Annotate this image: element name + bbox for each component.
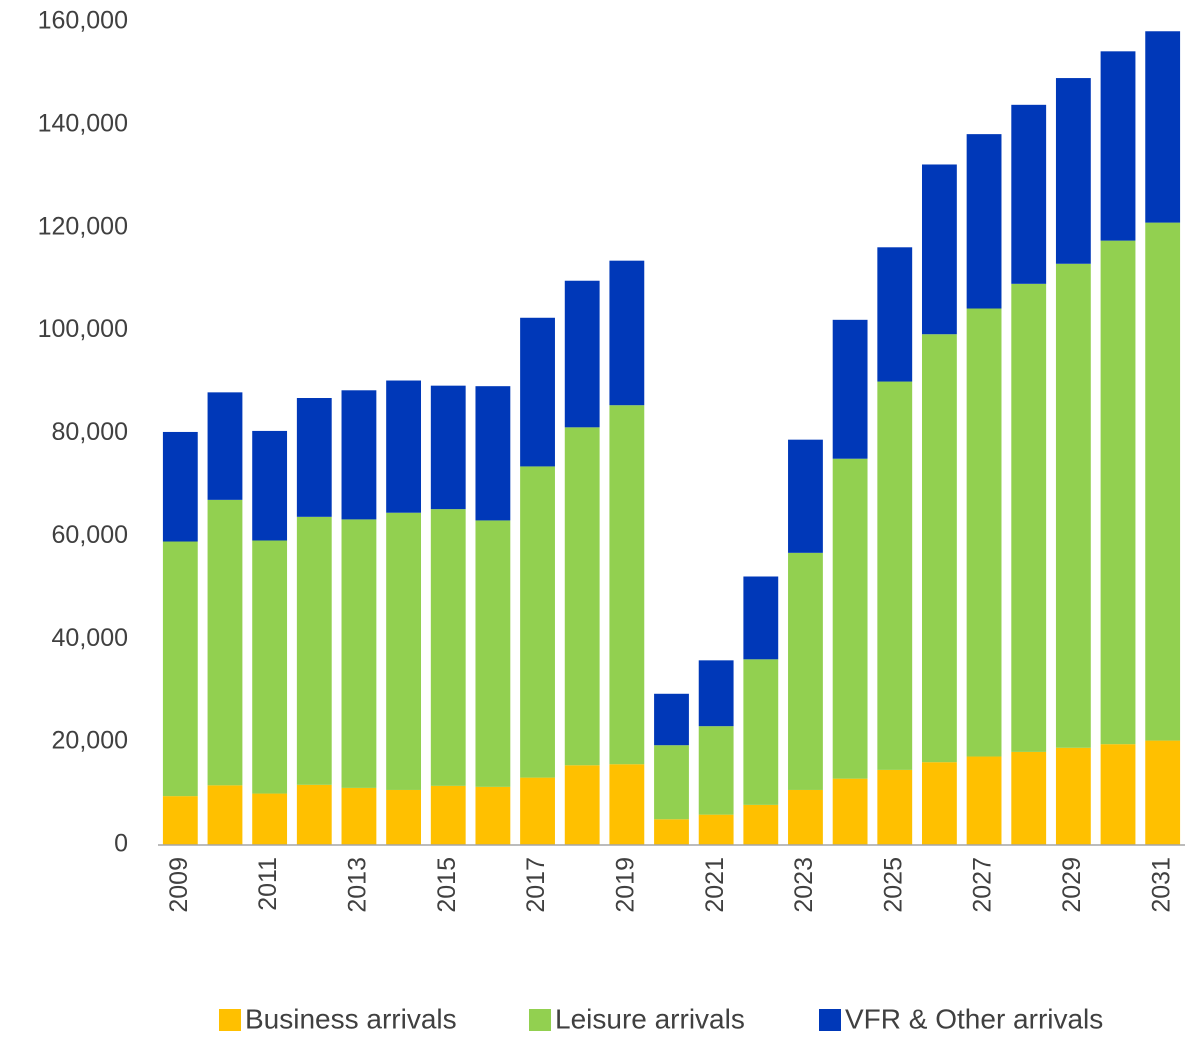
- bar-segment: [207, 785, 243, 845]
- bar-segment: [341, 519, 377, 788]
- bar-segment: [520, 317, 555, 467]
- legend-swatch: [529, 1009, 551, 1031]
- x-tick-label: 2017: [522, 857, 550, 913]
- x-tick-label: 2027: [969, 857, 997, 913]
- bar-segment: [1055, 78, 1091, 264]
- bar-segment: [832, 319, 868, 459]
- x-tick-label: 2021: [701, 857, 729, 913]
- bar-segment: [698, 814, 734, 845]
- bar-segment: [475, 520, 511, 787]
- bar-segment: [520, 777, 555, 845]
- bar-segment: [1055, 263, 1091, 748]
- bar-segment: [252, 793, 288, 845]
- bar-segment: [296, 398, 332, 517]
- y-tick-label: 60,000: [52, 521, 128, 549]
- x-tick-label: 2029: [1058, 857, 1086, 913]
- x-tick-label: 2019: [611, 857, 639, 913]
- y-tick-label: 120,000: [38, 212, 128, 240]
- bar-segment: [921, 164, 957, 335]
- bar-segment: [609, 405, 645, 765]
- x-tick-label: 2025: [879, 857, 907, 913]
- bar-segment: [1011, 283, 1047, 752]
- bar-segment: [1145, 31, 1181, 223]
- x-tick-label: 2023: [790, 857, 818, 913]
- bar-segment: [1100, 240, 1136, 745]
- bar-segment: [430, 785, 466, 845]
- bar-segment: [966, 308, 1002, 757]
- bar-segment: [564, 427, 600, 766]
- y-tick-label: 140,000: [38, 109, 128, 137]
- bar-segment: [698, 726, 734, 815]
- y-tick-label: 40,000: [52, 624, 128, 652]
- bar-segment: [1100, 744, 1136, 845]
- bar-segment: [207, 392, 243, 500]
- bar-segment: [475, 786, 511, 845]
- x-tick-label: 2013: [344, 857, 372, 913]
- bar-segment: [162, 431, 198, 542]
- bar-segment: [877, 381, 913, 770]
- legend: Business arrivals Leisure arrivals VFR & O…: [219, 1003, 1103, 1034]
- bar-segment: [609, 260, 645, 406]
- bar-segment: [341, 787, 377, 845]
- bar-segment: [386, 380, 422, 513]
- bar-segment: [1145, 222, 1181, 741]
- bar-segment: [832, 458, 868, 779]
- bar-segment: [743, 576, 779, 660]
- bar-segment: [520, 466, 555, 778]
- bar-segment: [1011, 104, 1047, 284]
- bar-segment: [296, 784, 332, 845]
- bar-segment: [564, 280, 600, 428]
- bar-segment: [1011, 751, 1047, 845]
- bar-segment: [654, 693, 689, 746]
- bar-segment: [966, 756, 1002, 845]
- bar-segment: [296, 516, 332, 785]
- y-tick-label: 0: [114, 830, 128, 858]
- bar-segment: [743, 659, 779, 805]
- x-tick-label: 2009: [165, 857, 193, 913]
- bar-segment: [966, 134, 1002, 309]
- bar-segment: [609, 764, 645, 845]
- y-tick-label: 160,000: [38, 7, 128, 35]
- legend-label: VFR & Other arrivals: [845, 1003, 1103, 1034]
- bar-segment: [743, 804, 779, 845]
- bar-segment: [788, 439, 823, 553]
- y-tick-label: 20,000: [52, 727, 128, 755]
- bar-segment: [877, 769, 913, 845]
- bar-segment: [921, 762, 957, 845]
- bar-segment: [654, 745, 689, 820]
- legend-swatch: [819, 1009, 841, 1031]
- bar-segment: [1055, 747, 1091, 845]
- bar-segment: [698, 660, 734, 727]
- x-tick-label: 2015: [433, 857, 461, 913]
- legend-swatch: [219, 1009, 241, 1031]
- bar-segment: [162, 796, 198, 845]
- bar-segment: [832, 778, 868, 845]
- bar-segment: [1145, 740, 1181, 845]
- bar-segment: [386, 512, 422, 790]
- bar-segment: [386, 789, 422, 845]
- bar-segment: [654, 819, 689, 845]
- y-tick-label: 80,000: [52, 418, 128, 446]
- bar-segment: [877, 247, 913, 382]
- bar-segment: [252, 430, 288, 541]
- legend-label: Business arrivals: [245, 1003, 457, 1034]
- bar-segment: [788, 789, 823, 845]
- bar-segment: [341, 390, 377, 520]
- bar-segment: [564, 765, 600, 845]
- y-tick-label: 100,000: [38, 315, 128, 343]
- x-tick-label: 2011: [254, 857, 282, 911]
- bar-segment: [1100, 51, 1136, 241]
- bar-segment: [207, 499, 243, 786]
- bar-segment: [475, 386, 511, 521]
- bar-segment: [430, 385, 466, 510]
- bar-segment: [788, 552, 823, 790]
- bar-segment: [252, 540, 288, 794]
- bar-segment: [162, 541, 198, 797]
- bar-segment: [921, 334, 957, 763]
- x-tick-label: 2031: [1147, 857, 1175, 913]
- legend-label: Leisure arrivals: [555, 1003, 745, 1034]
- bar-segment: [430, 509, 466, 786]
